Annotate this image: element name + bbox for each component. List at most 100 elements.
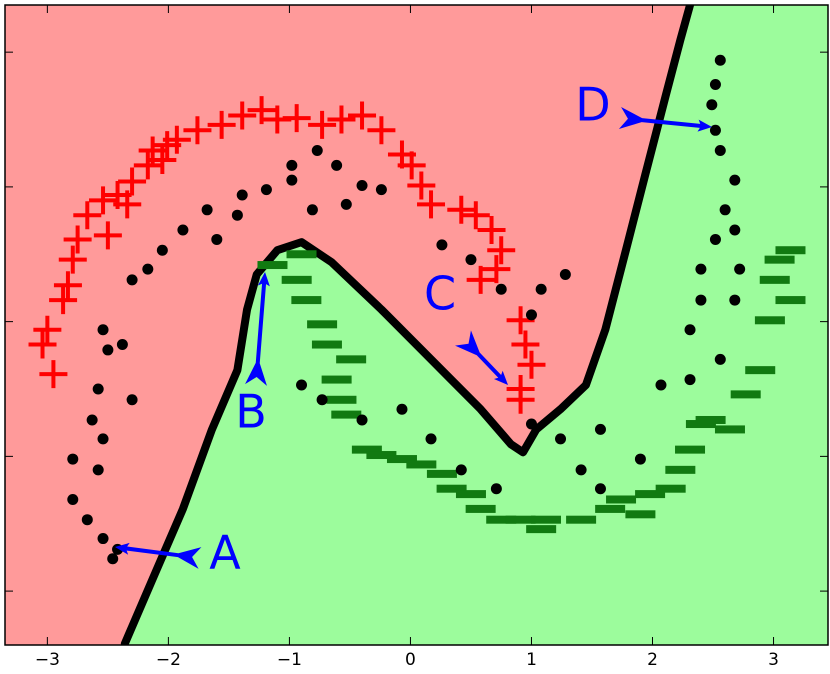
dash-marker — [321, 375, 352, 384]
cross-marker — [93, 221, 122, 250]
dash-marker — [257, 261, 288, 270]
dot-marker — [706, 99, 718, 111]
cross-marker — [133, 151, 162, 180]
x-tick-label: −3 — [35, 650, 60, 670]
dot-marker — [67, 453, 79, 465]
dash-marker — [281, 275, 312, 284]
cross-marker — [63, 225, 92, 254]
cross-marker — [447, 195, 476, 224]
dash-marker — [635, 490, 666, 499]
dot-marker — [102, 344, 114, 356]
dot-marker — [655, 379, 667, 391]
dash-marker — [291, 296, 322, 305]
dot-marker — [594, 483, 606, 495]
dash-marker — [754, 316, 785, 325]
dash-marker — [531, 515, 562, 524]
plot-area — [5, 5, 828, 645]
cross-marker — [282, 104, 311, 133]
dot-marker — [236, 189, 248, 201]
cross-marker — [461, 201, 490, 230]
cross-marker — [417, 190, 446, 219]
cross-marker — [466, 265, 495, 294]
dash-marker — [331, 410, 362, 419]
dash-marker — [665, 465, 696, 474]
dot-marker — [97, 533, 109, 545]
dot-marker — [92, 383, 104, 395]
dot-marker — [296, 379, 308, 391]
annotation-arrow — [115, 542, 202, 569]
dot-marker — [396, 403, 408, 415]
dash-marker — [351, 445, 382, 454]
annotation-arrow — [618, 107, 712, 132]
dash-marker — [286, 250, 317, 259]
cross-marker — [53, 271, 82, 300]
dot-marker — [260, 184, 272, 196]
x-tick-label: 2 — [647, 650, 658, 670]
dot-marker — [695, 294, 707, 306]
cross-marker — [506, 306, 535, 335]
dot-marker — [714, 54, 726, 66]
dot-marker — [306, 204, 318, 216]
dot-marker — [201, 204, 213, 216]
dash-marker — [759, 275, 790, 284]
dash-marker — [526, 525, 557, 534]
cross-marker — [511, 330, 540, 359]
dash-marker — [366, 451, 397, 460]
dot-marker — [634, 453, 646, 465]
x-tick-label: 0 — [405, 650, 416, 670]
dash-marker — [486, 515, 517, 524]
dot-marker — [714, 145, 726, 157]
dash-marker — [695, 415, 726, 424]
cross-marker — [207, 110, 236, 139]
cross-marker — [162, 125, 191, 154]
dot-marker — [490, 483, 502, 495]
dot-marker — [92, 464, 104, 476]
plot-frame — [4, 4, 829, 646]
dot-marker — [535, 283, 547, 295]
dash-marker — [465, 504, 496, 513]
cross-marker — [308, 110, 337, 139]
dash-marker — [566, 515, 597, 524]
region-upper — [5, 5, 691, 645]
dot-marker — [356, 414, 368, 426]
dot-marker — [594, 423, 606, 435]
dash-marker — [386, 455, 417, 464]
dot-marker — [177, 224, 189, 236]
dash-marker — [426, 469, 457, 478]
annotation-arrow — [455, 330, 508, 385]
cross-marker — [28, 330, 57, 359]
x-tick-label: −1 — [277, 650, 302, 670]
dot-marker — [575, 464, 587, 476]
dot-marker — [97, 433, 109, 445]
dot-marker — [684, 374, 696, 386]
dot-marker — [729, 224, 741, 236]
dot-marker — [286, 159, 298, 171]
decision-boundary — [120, 5, 695, 645]
dot-marker — [729, 294, 741, 306]
dot-marker — [729, 174, 741, 186]
dash-marker — [455, 490, 486, 499]
dash-marker — [307, 320, 338, 329]
dot-marker — [231, 209, 243, 221]
dot-marker — [156, 244, 168, 256]
dot-marker — [495, 283, 507, 295]
dash-marker — [326, 395, 357, 404]
dot-marker — [126, 274, 138, 286]
dot-marker — [311, 145, 323, 157]
dash-marker — [775, 296, 806, 305]
dash-marker — [655, 484, 686, 493]
dash-marker — [311, 340, 342, 349]
cross-marker — [367, 116, 396, 145]
dot-marker — [719, 204, 731, 216]
dot-marker — [126, 394, 138, 406]
dot-marker — [316, 394, 328, 406]
dot-marker — [684, 324, 696, 336]
dot-marker — [142, 263, 154, 275]
dot-marker — [709, 233, 721, 245]
dot-marker — [340, 198, 352, 210]
cross-marker — [89, 186, 118, 215]
cross-marker — [33, 315, 62, 344]
dash-marker — [775, 246, 806, 255]
dash-marker — [436, 484, 467, 493]
